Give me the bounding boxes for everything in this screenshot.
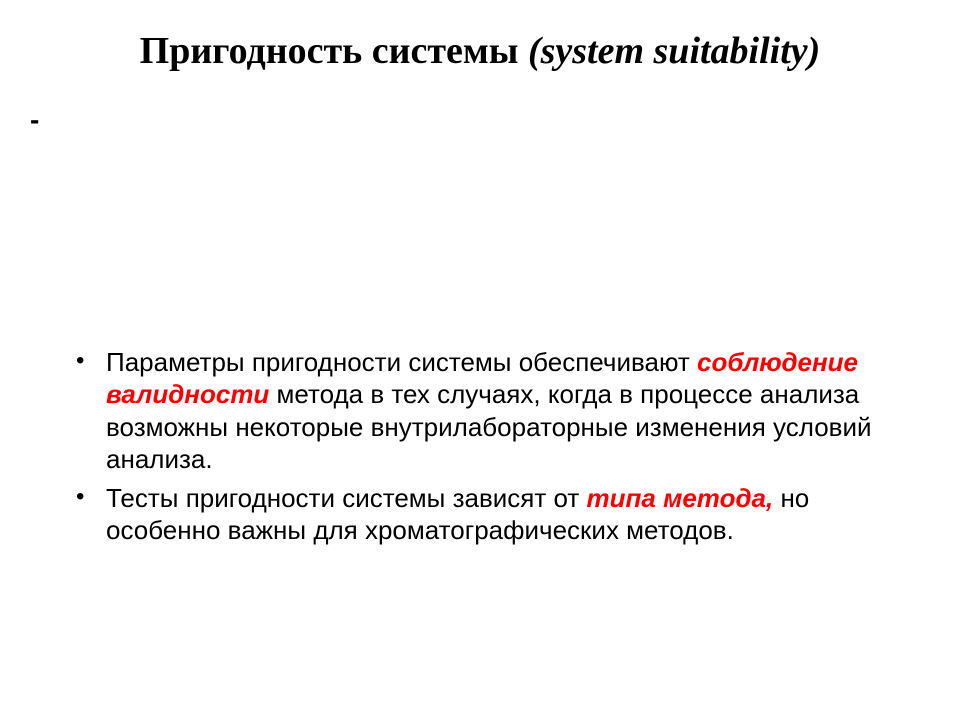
dash-mark: - xyxy=(30,104,900,136)
slide: Пригодность системы (system suitability)… xyxy=(0,0,960,720)
bullet-list: Параметры пригодности системы обеспечива… xyxy=(60,346,900,547)
title-prefix: Пригодность системы xyxy=(140,30,528,72)
slide-title: Пригодность системы (system suitability) xyxy=(60,28,900,76)
bullet-text: Тесты пригодности системы зависят от xyxy=(106,483,587,513)
list-item: Тесты пригодности системы зависят от тип… xyxy=(60,482,900,547)
bullet-text: Параметры пригодности системы обеспечива… xyxy=(106,347,697,377)
bullet-emphasis: типа метода, xyxy=(587,483,774,513)
title-italic: (system suitability) xyxy=(528,30,820,72)
list-item: Параметры пригодности системы обеспечива… xyxy=(60,346,900,476)
